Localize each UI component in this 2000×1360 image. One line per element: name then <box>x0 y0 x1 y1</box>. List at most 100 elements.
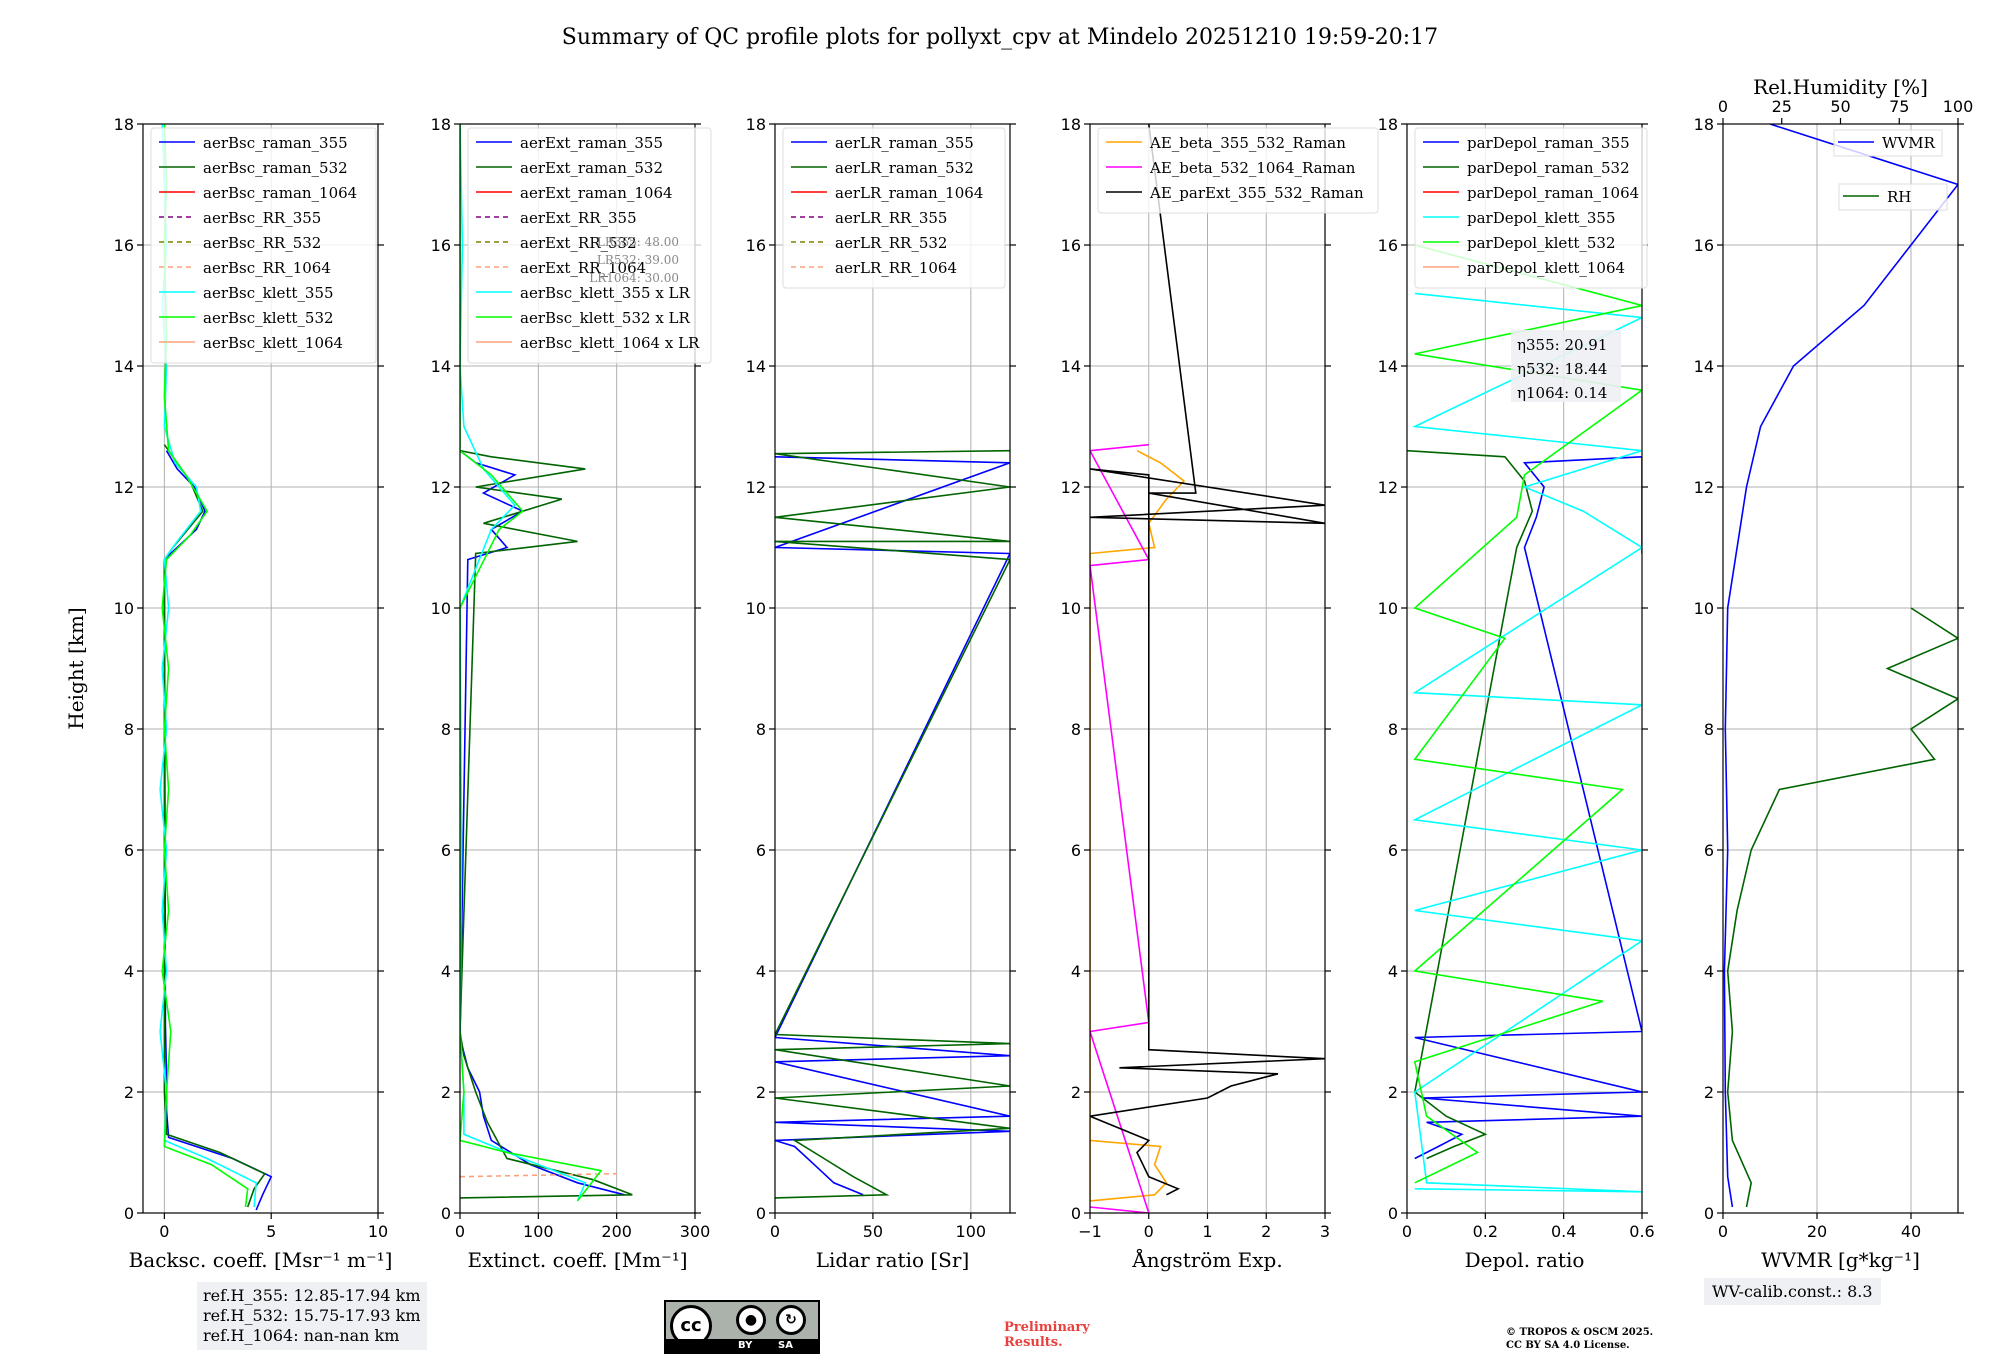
y-tick-label-bsc: 16 <box>114 236 134 255</box>
legend-entry-parDepol_klett_355: parDepol_klett_355 <box>1467 209 1616 227</box>
series-group-dep <box>1407 244 1642 1193</box>
legend-entry-AE_beta_532_1064_Raman: AE_beta_532_1064_Raman <box>1149 159 1356 177</box>
top-x-axis-label: Rel.Humidity [%] <box>1753 75 1928 99</box>
legend-entry-aerBsc_klett_1064: aerBsc_klett_1064 <box>203 334 343 352</box>
y-tick-label-wv: 0 <box>1704 1204 1714 1223</box>
y-tick-label-dep: 8 <box>1388 720 1398 739</box>
legend-entry-aerLR_raman_532: aerLR_raman_532 <box>835 159 974 177</box>
lidar-ratio-note: LR1064: 30.00 <box>589 271 679 285</box>
legend-box-bsc <box>150 127 377 364</box>
copyright-line-1: © TROPOS & OSCM 2025. <box>1506 1327 1654 1338</box>
top-x-tick-label: 50 <box>1830 97 1850 116</box>
y-tick-label-lr: 4 <box>756 962 766 981</box>
y-tick-label-ext: 16 <box>431 236 451 255</box>
legend-entry-RH: RH <box>1887 188 1911 206</box>
eta-note: η532: 18.44 <box>1517 360 1607 378</box>
x-tick-label-lr: 100 <box>956 1222 987 1241</box>
series-line-parDepol_klett_355 <box>1411 292 1642 1193</box>
series-line-RH <box>1726 607 1958 1208</box>
y-tick-label-ae: 10 <box>1061 599 1081 618</box>
y-tick-label-lr: 2 <box>756 1083 766 1102</box>
y-tick-label-lr: 0 <box>756 1204 766 1223</box>
axes-frame-bsc <box>142 123 379 1214</box>
y-tick-label-ae: 12 <box>1061 478 1081 497</box>
legend-entry-aerExt_raman_355: aerExt_raman_355 <box>520 134 663 152</box>
y-tick-label-bsc: 12 <box>114 478 134 497</box>
legend-box-ae <box>1097 127 1379 214</box>
axes-frame-lr <box>774 123 1011 1214</box>
y-tick-label-lr: 6 <box>756 841 766 860</box>
y-tick-label-ext: 8 <box>441 720 451 739</box>
x-tick-label-bsc: 5 <box>266 1222 276 1241</box>
legend-box-ext <box>467 127 712 364</box>
y-tick-label-bsc: 14 <box>114 357 134 376</box>
y-tick-label-lr: 8 <box>756 720 766 739</box>
x-tick-label-ext: 200 <box>601 1222 632 1241</box>
series-line-aerLR_raman_355 <box>775 456 1010 1196</box>
wv-calibration-label: WV-calib.const.: 8.3 <box>1712 1282 1873 1301</box>
y-tick-label-ae: 16 <box>1061 236 1081 255</box>
cc-by-label: BY <box>738 1340 753 1351</box>
figure-title: Summary of QC profile plots for pollyxt_… <box>562 25 1438 50</box>
y-tick-label-dep: 10 <box>1378 599 1398 618</box>
y-tick-label-bsc: 8 <box>124 720 134 739</box>
series-line-aerExt_raman_532 <box>460 449 633 1199</box>
x-axis-label-bsc: Backsc. coeff. [Msr⁻¹ m⁻¹] <box>129 1248 393 1272</box>
x-tick-label-bsc: 0 <box>159 1222 169 1241</box>
ref-height-532: ref.H_532: 15.75-17.93 km <box>203 1306 421 1325</box>
y-tick-label-dep: 16 <box>1378 236 1398 255</box>
x-axis-label-ext: Extinct. coeff. [Mm⁻¹] <box>467 1248 687 1272</box>
y-tick-label-dep: 6 <box>1388 841 1398 860</box>
legend-entry-aerBsc_klett_532: aerBsc_klett_532 <box>203 309 334 327</box>
reference-height-box: ref.H_355: 12.85-17.94 km ref.H_532: 15.… <box>197 1282 427 1350</box>
legend-entry-aerExt_RR_355: aerExt_RR_355 <box>520 209 637 227</box>
y-tick-label-ext: 4 <box>441 962 451 981</box>
series-line-aerLR_raman_532 <box>775 449 1010 1199</box>
x-tick-label-lr: 0 <box>770 1222 780 1241</box>
x-tick-label-ae: 2 <box>1261 1222 1271 1241</box>
series-line-aerBsc_klett_532 x LR <box>460 124 603 1202</box>
top-x-tick-label: 25 <box>1772 97 1792 116</box>
y-tick-label-lr: 12 <box>746 478 766 497</box>
y-tick-label-ae: 2 <box>1071 1083 1081 1102</box>
y-tick-label-wv: 14 <box>1694 357 1714 376</box>
x-tick-label-ext: 300 <box>680 1222 711 1241</box>
legend-entry-aerExt_RR_532: aerExt_RR_532 <box>520 234 637 252</box>
x-axis-label-dep: Depol. ratio <box>1465 1248 1585 1272</box>
axes-frame-ext <box>459 123 696 1214</box>
legend-entry-aerExt_raman_1064: aerExt_raman_1064 <box>520 184 673 202</box>
cc-license-badge: cc ● ↻ BY SA <box>664 1300 820 1354</box>
y-tick-label-lr: 18 <box>746 115 766 134</box>
x-tick-label-lr: 50 <box>863 1222 883 1241</box>
preliminary-line-1: Preliminary <box>1004 1320 1090 1335</box>
legend-entry-aerBsc_raman_532: aerBsc_raman_532 <box>203 159 348 177</box>
legend-entry-aerBsc_klett_355: aerBsc_klett_355 <box>203 284 334 302</box>
y-tick-label-wv: 16 <box>1694 236 1714 255</box>
y-tick-label-ae: 18 <box>1061 115 1081 134</box>
y-tick-label-ext: 18 <box>431 115 451 134</box>
y-tick-label-ae: 8 <box>1071 720 1081 739</box>
y-tick-label-wv: 4 <box>1704 962 1714 981</box>
y-tick-label-lr: 14 <box>746 357 766 376</box>
legend-entry-aerLR_RR_1064: aerLR_RR_1064 <box>835 259 957 277</box>
legend-entry-aerBsc_RR_532: aerBsc_RR_532 <box>203 234 321 252</box>
y-tick-label-ae: 4 <box>1071 962 1081 981</box>
cc-badge-bar <box>666 1339 818 1352</box>
y-tick-label-dep: 18 <box>1378 115 1398 134</box>
legend-entry-aerBsc_RR_1064: aerBsc_RR_1064 <box>203 259 331 277</box>
y-tick-label-ae: 6 <box>1071 841 1081 860</box>
legend-box-dep <box>1414 127 1648 289</box>
share-alike-icon: ↻ <box>776 1305 806 1335</box>
legend-entry-AE_beta_355_532_Raman: AE_beta_355_532_Raman <box>1149 134 1346 152</box>
y-axis-label: Height [km] <box>64 607 88 729</box>
y-tick-label-wv: 18 <box>1694 115 1714 134</box>
legend-entry-aerLR_raman_355: aerLR_raman_355 <box>835 134 974 152</box>
panel-bsc: 0 2 4 6 8 10 12 14 16 18 0 5 10 Backsc. coeff. [Msr⁻¹… <box>64 115 392 1272</box>
legend-entry-aerBsc_klett_1064 x LR: aerBsc_klett_1064 x LR <box>520 334 700 352</box>
series-line-aerBsc_raman_355 <box>163 450 273 1211</box>
x-tick-label-ext: 100 <box>523 1222 554 1241</box>
x-tick-label-dep: 0.6 <box>1629 1222 1654 1241</box>
x-axis-label-lr: Lidar ratio [Sr] <box>816 1248 970 1272</box>
panel-lr: 0 2 4 6 8 10 12 14 16 18 0 50 100 Lidar ratio [Sr] aer… <box>746 115 1016 1272</box>
